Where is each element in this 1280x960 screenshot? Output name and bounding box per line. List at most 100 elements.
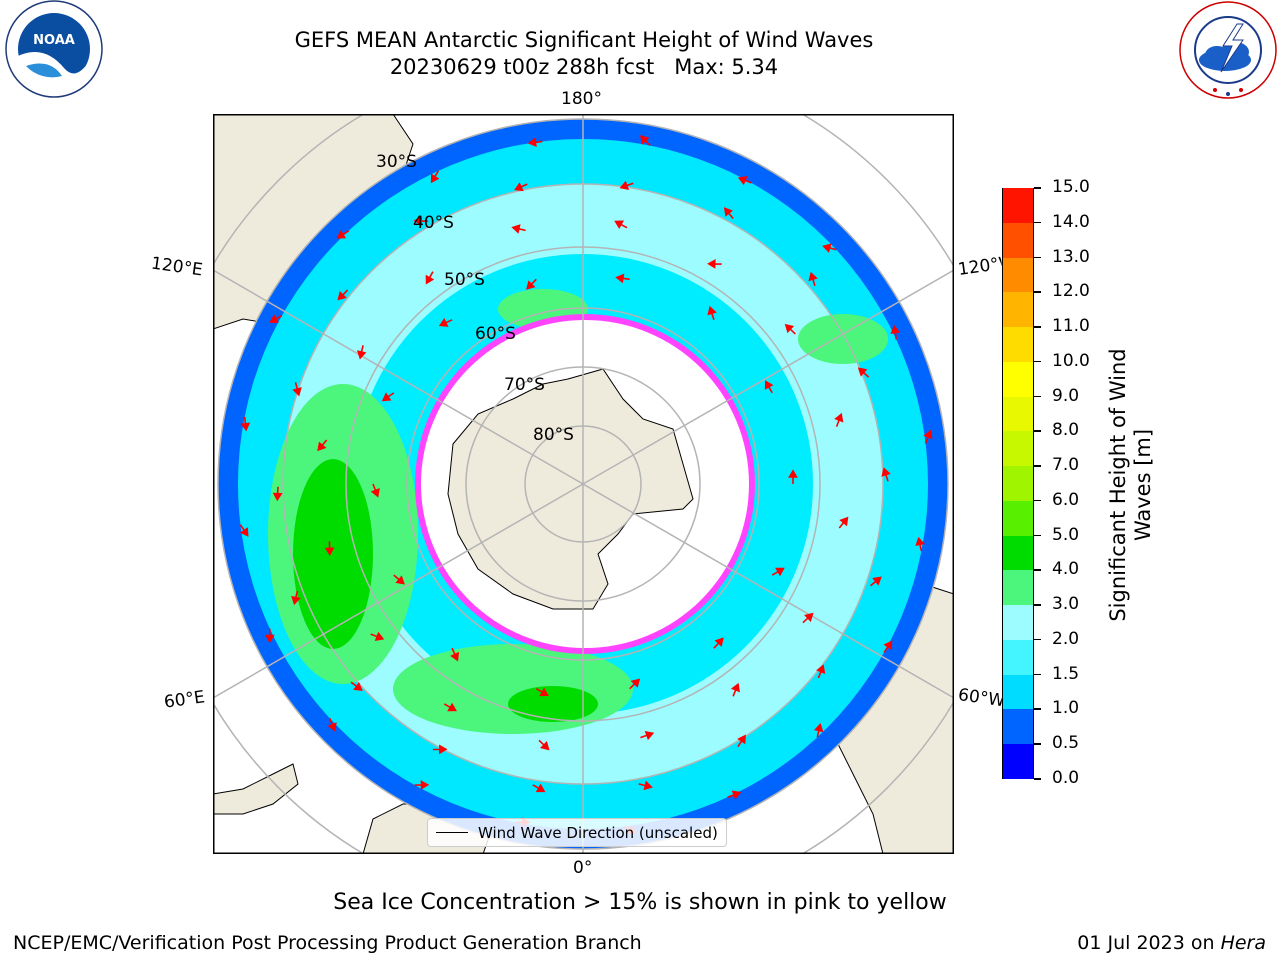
colorbar-tick-mark [1034, 604, 1041, 606]
colorbar-tick-label: 13.0 [1052, 246, 1090, 267]
wind-arrow [336, 229, 350, 239]
wind-arrow [822, 243, 837, 253]
polar-map [213, 114, 954, 854]
wind-arrow [432, 744, 448, 755]
wind-arrow [883, 640, 893, 653]
wind-arrow [730, 682, 740, 697]
colorbar-band [1003, 743, 1033, 779]
noaa-logo: NOAA [4, 0, 104, 102]
wind-arrow [808, 271, 818, 287]
colorbar-tick-mark [1034, 534, 1041, 537]
colorbar-tick-mark [1034, 638, 1041, 641]
wind-arrow [324, 541, 335, 556]
wind-arrow [430, 170, 440, 184]
wind-arrow [443, 702, 457, 712]
colorbar-band [1003, 535, 1033, 571]
chart-title: GEFS MEAN Antarctic Significant Height o… [294, 28, 874, 52]
wind-arrow [788, 469, 798, 484]
wind-arrow [264, 628, 275, 644]
wind-arrow [727, 790, 742, 800]
wind-arrow [269, 314, 283, 323]
colorbar [1002, 187, 1034, 779]
colorbar-tick-mark [1034, 221, 1041, 224]
wind-arrow [240, 416, 251, 432]
chart-subtitle: 20230629 t00z 288h fcst Max: 5.34 [389, 55, 779, 79]
land-antarctica [447, 368, 694, 610]
legend-line-swatch [436, 831, 468, 834]
wind-arrow [802, 612, 814, 624]
wind-arrow [615, 273, 630, 284]
lon-label-180: 180° [561, 89, 602, 109]
wind-direction-arrows [239, 135, 933, 834]
colorbar-tick-label: 11.0 [1052, 316, 1090, 337]
colorbar-tick-label: 7.0 [1052, 455, 1080, 476]
wind-arrow [834, 412, 844, 427]
wind-arrow [370, 631, 385, 641]
colorbar-tick-label: 1.0 [1052, 698, 1080, 719]
lat-label-50s: 50°S [444, 270, 485, 290]
wind-arrow [838, 516, 849, 529]
wind-arrow [527, 137, 543, 148]
colorbar-tick-mark [1034, 708, 1041, 710]
wind-arrow [292, 382, 302, 397]
wind-arrow [890, 325, 901, 340]
colorbar-tick-label: 12.0 [1052, 281, 1090, 302]
wind-arrow [526, 278, 537, 290]
colorbar-band [1003, 291, 1033, 328]
colorbar-band [1003, 604, 1033, 640]
wind-arrow [614, 220, 628, 229]
colorbar-tick-label: 0.0 [1052, 768, 1080, 788]
lat-label-60s: 60°S [475, 324, 516, 344]
wind-arrow [239, 524, 249, 537]
colorbar-band [1003, 569, 1033, 606]
lon-label-60e: 60°E [162, 687, 207, 713]
wind-arrow [393, 574, 405, 585]
wind-arrow [438, 318, 453, 327]
wind-arrow [764, 380, 774, 394]
colorbar-tick-label: 0.5 [1052, 733, 1080, 754]
colorbar-tick-label: 3.0 [1052, 594, 1080, 615]
wind-arrow [425, 271, 435, 285]
colorbar-label-line: Significant Height of Wind [1106, 348, 1130, 622]
wind-arrow [639, 135, 651, 147]
colorbar-band [1003, 361, 1033, 397]
lon-label-0: 0° [573, 858, 593, 878]
credit-text: NCEP/EMC/Verification Post Processing Pr… [13, 932, 642, 954]
colorbar-tick-mark [1034, 499, 1041, 502]
wind-arrow [511, 224, 526, 234]
colorbar-tick-mark [1034, 291, 1041, 293]
wind-arrow [784, 323, 796, 335]
colorbar-band [1003, 674, 1033, 710]
wind-arrow [535, 687, 549, 697]
wind-arrow [737, 734, 746, 748]
wind-arrow [414, 780, 430, 790]
colorbar-tick-mark [1034, 360, 1041, 363]
colorbar-tick-mark [1034, 569, 1041, 571]
wind-arrow [413, 216, 429, 226]
legend-label: Wind Wave Direction (unscaled) [478, 823, 718, 842]
wind-arrow [350, 681, 363, 691]
wind-arrow [619, 180, 634, 190]
colorbar-band [1003, 430, 1033, 467]
colorbar-band [1003, 465, 1033, 501]
wind-arrow [813, 722, 824, 738]
colorbar-tick-label: 8.0 [1052, 420, 1080, 441]
lon-label-120e: 120°E [149, 253, 204, 281]
wind-arrow [881, 467, 891, 482]
colorbar-tick-mark [1034, 395, 1041, 398]
wind-arrow [450, 647, 460, 662]
colorbar-tick-label: 5.0 [1052, 524, 1080, 545]
colorbar-band [1003, 187, 1033, 223]
colorbar-tick-mark [1034, 326, 1041, 328]
wind-arrow [915, 536, 925, 552]
wind-arrow [538, 739, 550, 751]
colorbar-tick-mark [1034, 256, 1041, 259]
nws-logo [1177, 0, 1279, 104]
wind-arrow [337, 289, 349, 301]
lat-label-70s: 70°S [504, 375, 545, 395]
sea-ice-note: Sea Ice Concentration > 15% is shown in … [333, 890, 947, 915]
colorbar-tick-mark [1034, 778, 1041, 780]
lon-label-60w: 60°W [956, 685, 1004, 711]
wind-arrow [923, 429, 933, 444]
colorbar-tick-mark [1034, 187, 1041, 189]
